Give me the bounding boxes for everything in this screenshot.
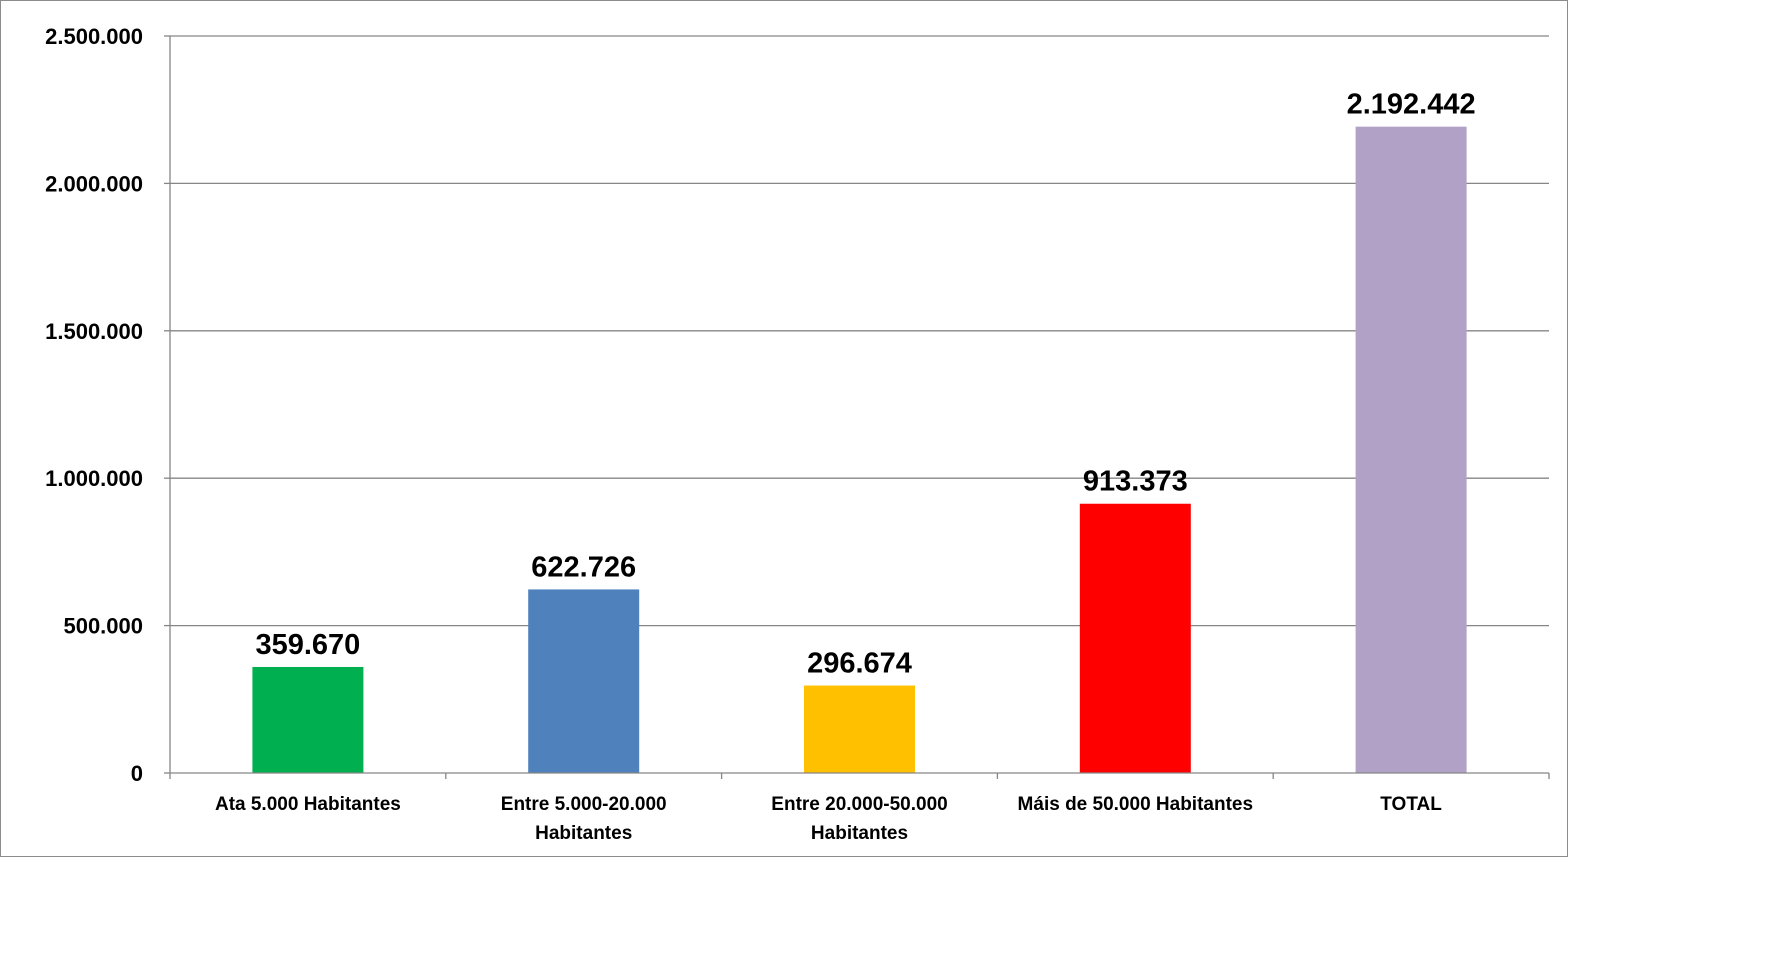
x-tick-label: Máis de 50.000 Habitantes <box>1018 794 1254 815</box>
data-label: 359.670 <box>255 629 360 661</box>
bar <box>528 589 640 773</box>
data-label: 296.674 <box>807 648 912 680</box>
y-tick-label: 1.000.000 <box>45 466 143 491</box>
y-tick-label: 2.000.000 <box>45 171 143 196</box>
x-tick-label: TOTAL <box>1380 794 1442 815</box>
axes <box>164 35 1550 779</box>
data-labels: 359.670 622.726 296.674 913.373 2.192.442 <box>255 89 1475 680</box>
chart-area: 0 500.000 1.000.000 1.500.000 2.000.000 2.500… <box>0 0 1568 857</box>
bar <box>252 666 364 773</box>
bar <box>1079 503 1191 773</box>
gridlines <box>170 35 1549 627</box>
x-tick-label: Entre 20.000-50.000 <box>771 794 947 815</box>
bar <box>804 685 915 773</box>
x-tick-label: Habitantes <box>535 823 632 844</box>
data-label: 2.192.442 <box>1347 89 1476 121</box>
x-tick-label: Ata 5.000 Habitantes <box>215 794 401 815</box>
x-tick-label: Entre 5.000-20.000 <box>501 794 667 815</box>
data-label: 622.726 <box>531 551 636 583</box>
x-axis-tick-labels: Ata 5.000 Habitantes Entre 5.000-20.000 Ha… <box>215 794 1442 844</box>
bars <box>252 126 1467 774</box>
y-tick-label: 500.000 <box>63 614 143 639</box>
data-label: 913.373 <box>1083 466 1188 498</box>
x-tick-label: Habitantes <box>811 823 908 844</box>
bar <box>1355 126 1467 774</box>
y-axis-tick-labels: 0 500.000 1.000.000 1.500.000 2.000.000 2.500… <box>45 24 143 786</box>
y-tick-label: 2.500.000 <box>45 24 143 49</box>
y-tick-label: 0 <box>131 761 143 786</box>
y-tick-label: 1.500.000 <box>45 319 143 344</box>
bar-chart: 0 500.000 1.000.000 1.500.000 2.000.000 2.500… <box>45 24 1550 844</box>
